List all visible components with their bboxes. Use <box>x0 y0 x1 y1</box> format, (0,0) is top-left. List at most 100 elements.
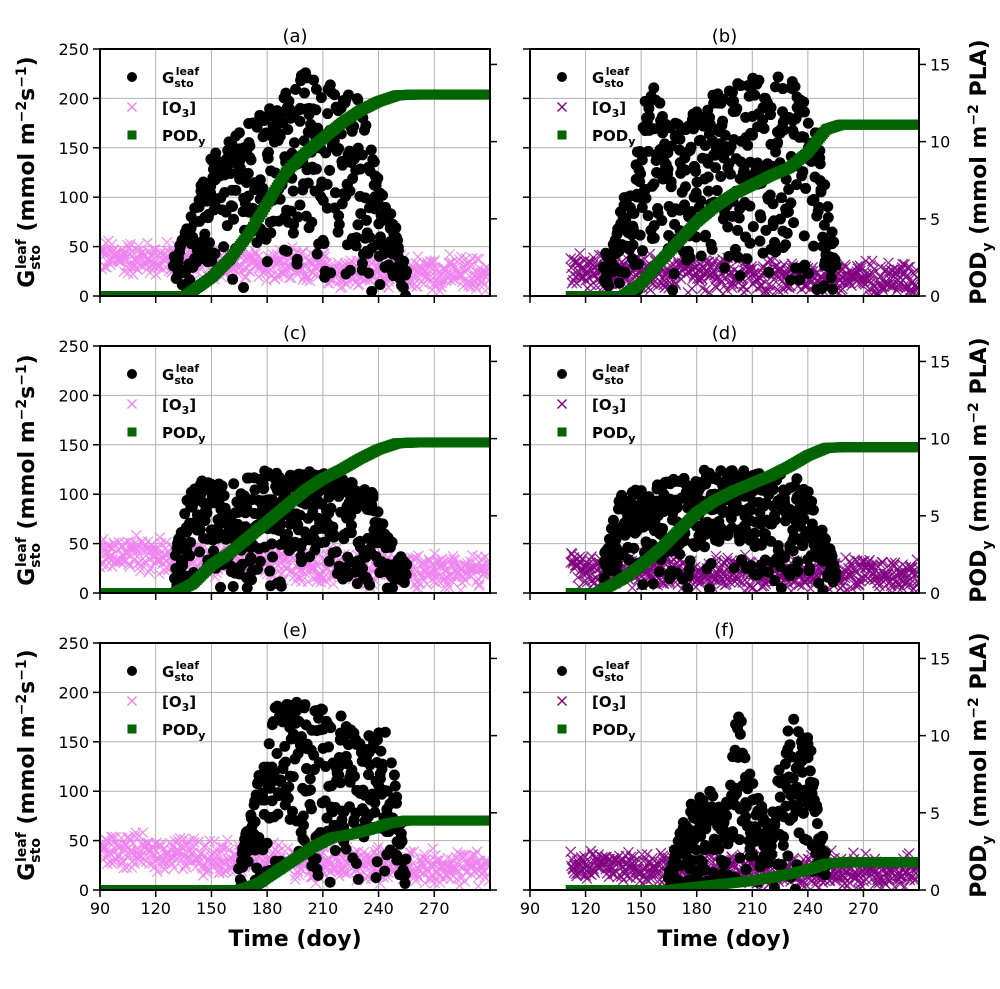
series-pody <box>100 89 490 296</box>
o3-point <box>582 256 594 268</box>
o3-point <box>908 587 919 593</box>
o3-point <box>867 268 879 280</box>
gsto-point <box>333 143 345 155</box>
gsto-point <box>652 203 664 215</box>
gsto-point <box>690 165 702 177</box>
gsto-point <box>613 277 625 289</box>
gsto-point <box>245 574 257 586</box>
gsto-point <box>753 74 765 86</box>
gsto-point <box>695 250 707 262</box>
pody-point <box>484 89 490 100</box>
gsto-point <box>209 248 221 260</box>
o3-point <box>482 567 490 579</box>
gsto-point <box>215 581 227 593</box>
gsto-point <box>311 248 323 260</box>
gsto-point <box>782 206 794 218</box>
o3-point <box>793 579 805 591</box>
gsto-point <box>802 486 814 498</box>
o3-point <box>587 252 599 264</box>
gsto-point <box>208 545 220 557</box>
gsto-point <box>643 102 655 114</box>
o3-point <box>911 554 919 566</box>
gsto-point <box>779 552 791 564</box>
gsto-point <box>797 166 809 178</box>
o3-point <box>698 267 710 279</box>
o3-point <box>125 261 137 273</box>
gsto-point <box>321 178 333 190</box>
o3-point <box>892 581 903 593</box>
gsto-point <box>184 550 196 562</box>
panel-title: (c) <box>283 323 307 344</box>
gsto-point <box>312 122 324 134</box>
gsto-point <box>397 255 409 267</box>
o3-point <box>855 265 867 277</box>
gsto-point <box>603 280 615 292</box>
ytick-label: 50 <box>69 238 89 257</box>
gsto-point <box>798 513 810 525</box>
gsto-point <box>227 581 239 593</box>
gsto-point <box>788 217 800 229</box>
gsto-point <box>299 498 311 510</box>
o3-point <box>147 244 159 256</box>
gsto-point <box>826 550 838 562</box>
legend-pody-marker <box>127 130 137 140</box>
ytick-label: 150 <box>58 436 89 455</box>
o3-point <box>569 257 581 269</box>
ytick-label: 250 <box>58 40 89 59</box>
gsto-point <box>732 224 744 236</box>
o3-point <box>149 243 161 255</box>
series-gsto <box>598 464 842 593</box>
gsto-point <box>292 211 304 223</box>
xlabel-left: Time (doy) <box>228 927 361 952</box>
gsto-point <box>825 272 837 284</box>
gsto-point <box>291 258 303 270</box>
o3-point <box>285 272 297 284</box>
o3-point <box>470 283 482 295</box>
gsto-point <box>640 192 652 204</box>
o3-point <box>443 581 455 593</box>
o3-point <box>853 579 865 591</box>
o3-point <box>868 263 880 275</box>
ytick-label: 150 <box>58 139 89 158</box>
gsto-point <box>325 502 337 514</box>
gsto-point <box>792 556 804 568</box>
gsto-point <box>699 541 711 553</box>
gsto-point <box>400 290 412 296</box>
o3-point <box>906 562 918 574</box>
gsto-point <box>802 117 814 129</box>
o3-point <box>846 280 857 292</box>
gsto-point <box>368 156 380 168</box>
legend-o3-label: [O3] <box>162 396 196 417</box>
gsto-point <box>775 192 787 204</box>
gsto-point <box>344 264 356 276</box>
gsto-point <box>684 252 696 264</box>
plot-area <box>100 67 490 296</box>
gsto-point <box>757 114 769 126</box>
legend-gsto-marker <box>127 369 137 379</box>
o3-point <box>421 578 433 590</box>
gsto-point <box>323 555 335 567</box>
gsto-point <box>302 177 314 189</box>
o3-point <box>301 274 313 286</box>
gsto-point <box>798 96 810 108</box>
gsto-point <box>306 216 318 228</box>
panel-frame <box>99 345 491 594</box>
gsto-point <box>642 210 654 222</box>
gsto-point <box>372 172 384 184</box>
gsto-point <box>627 239 639 251</box>
o3-point <box>904 261 916 273</box>
legend-gsto-label: Gstoleaf <box>162 362 199 387</box>
gsto-point <box>352 94 364 106</box>
o3-point <box>411 281 423 292</box>
legend-gsto-label: Gstoleaf <box>592 65 629 90</box>
o3-point <box>877 556 889 568</box>
gsto-point <box>401 559 413 571</box>
legend-o3-marker <box>127 102 137 112</box>
o3-point <box>739 585 750 593</box>
o3-point <box>692 260 704 272</box>
gsto-point <box>634 145 646 157</box>
gsto-point <box>228 478 240 490</box>
gsto-point <box>717 93 729 105</box>
gsto-point <box>318 237 330 249</box>
o3-point <box>429 548 441 560</box>
